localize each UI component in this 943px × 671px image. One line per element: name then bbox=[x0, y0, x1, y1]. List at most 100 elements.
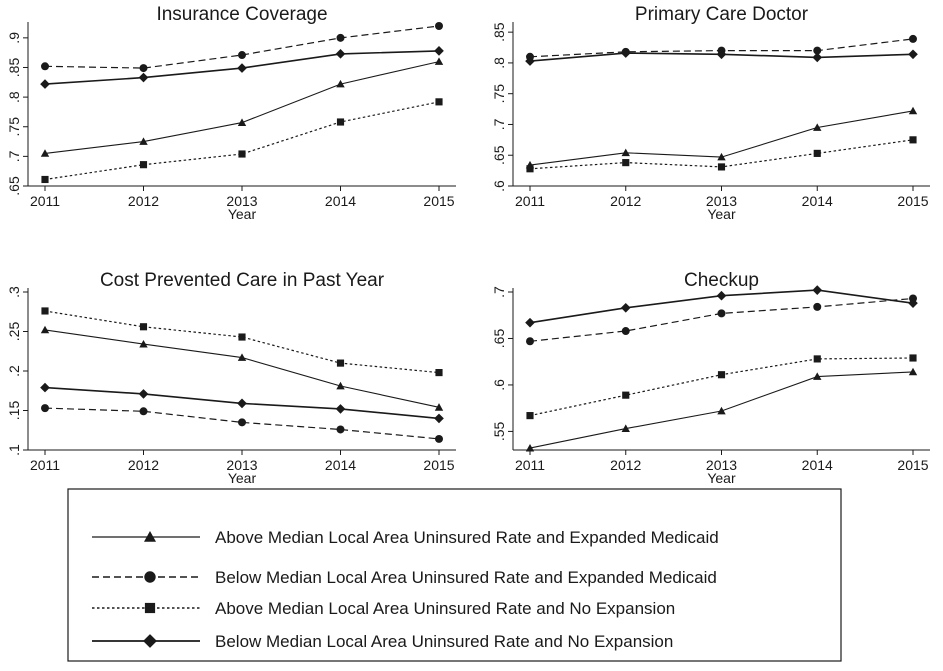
data-point-square bbox=[41, 175, 49, 184]
data-point-diamond bbox=[335, 404, 346, 414]
data-point-diamond bbox=[335, 49, 346, 59]
data-point-triangle bbox=[717, 152, 726, 161]
data-point-diamond bbox=[812, 285, 823, 295]
x-axis-label: Year bbox=[228, 470, 257, 486]
series-4 bbox=[525, 48, 918, 66]
data-point-diamond bbox=[237, 63, 247, 73]
y-tick-label: .6 bbox=[491, 180, 507, 192]
data-point-diamond bbox=[908, 298, 918, 308]
legend-item-4: Below Median Local Area Uninsured Rate a… bbox=[92, 632, 673, 651]
data-point-square bbox=[336, 359, 345, 367]
x-tick-label: 2011 bbox=[515, 457, 545, 473]
x-tick-label: 2014 bbox=[325, 457, 356, 473]
data-point-circle bbox=[139, 407, 148, 416]
data-point-diamond bbox=[620, 48, 631, 58]
data-point-square bbox=[238, 150, 246, 158]
data-point-circle bbox=[526, 337, 534, 346]
data-point-circle bbox=[717, 309, 726, 318]
y-tick-label: .3 bbox=[6, 286, 22, 298]
data-point-circle bbox=[909, 34, 917, 43]
series-3 bbox=[526, 354, 917, 420]
x-tick-label: 2014 bbox=[802, 457, 833, 473]
y-tick-label: .6 bbox=[491, 379, 507, 391]
y-tick-label: .85 bbox=[6, 58, 22, 78]
data-point-triangle bbox=[336, 381, 345, 390]
data-point-triangle bbox=[813, 123, 822, 131]
series-3 bbox=[526, 136, 917, 173]
y-tick-label: .8 bbox=[6, 91, 22, 103]
data-point-square bbox=[435, 369, 443, 377]
data-point-diamond bbox=[434, 413, 444, 424]
data-point-triangle bbox=[40, 149, 50, 157]
data-point-square bbox=[435, 98, 443, 106]
data-point-triangle bbox=[237, 353, 247, 361]
y-tick-label: .8 bbox=[491, 57, 507, 69]
series-line bbox=[44, 310, 440, 374]
panel-title: Primary Care Doctor bbox=[635, 4, 809, 25]
data-point-triangle bbox=[525, 443, 535, 452]
data-point-square bbox=[622, 159, 630, 167]
y-tick-label: .7 bbox=[6, 150, 22, 162]
series-3 bbox=[41, 307, 443, 377]
panel-1: Insurance Coverage .65 .7 .75 .8 .85 .9 2011 201… bbox=[6, 4, 456, 222]
series-2 bbox=[41, 22, 443, 73]
x-axis-label: Year bbox=[707, 206, 736, 222]
panel-4: Checkup .55 .6 .65 .7 2011 2012 2013 2014 2015 Yea… bbox=[491, 270, 930, 486]
y-tick-label: .85 bbox=[491, 22, 507, 42]
series-2 bbox=[41, 404, 443, 443]
x-tick-label: 2011 bbox=[515, 193, 545, 209]
x-tick-label: 2012 bbox=[128, 193, 159, 209]
y-tick-label: .65 bbox=[491, 145, 507, 165]
series-line bbox=[44, 101, 440, 181]
data-point-square bbox=[139, 323, 148, 331]
data-point-triangle bbox=[621, 424, 630, 432]
data-point-diamond bbox=[434, 46, 444, 56]
data-point-diamond bbox=[716, 49, 727, 60]
legend-item-1: Above Median Local Area Uninsured Rate a… bbox=[92, 528, 719, 547]
x-tick-label: 2013 bbox=[226, 457, 257, 473]
data-point-square bbox=[526, 412, 534, 420]
legend-frame bbox=[67, 488, 842, 662]
data-point-diamond bbox=[138, 72, 149, 83]
data-point-square bbox=[909, 136, 917, 144]
series-4 bbox=[40, 46, 444, 89]
x-tick-label: 2013 bbox=[706, 193, 737, 209]
series-2 bbox=[526, 294, 917, 346]
data-point-diamond bbox=[716, 290, 727, 301]
x-tick-label: 2011 bbox=[30, 193, 60, 209]
y-tick-label: .25 bbox=[6, 322, 22, 342]
data-point-diamond bbox=[237, 398, 247, 409]
data-point-circle bbox=[813, 302, 822, 311]
y-tick-label: .9 bbox=[6, 32, 22, 44]
series-line bbox=[44, 61, 440, 154]
y-tick-label: .75 bbox=[6, 117, 22, 137]
data-point-triangle bbox=[139, 137, 148, 145]
legend-item-2: Below Median Local Area Uninsured Rate a… bbox=[92, 568, 717, 587]
y-tick-label: .65 bbox=[491, 329, 507, 349]
panel-title: Cost Prevented Care in Past Year bbox=[100, 270, 385, 291]
data-point-diamond bbox=[812, 52, 823, 63]
data-point-triangle bbox=[237, 118, 247, 126]
data-point-circle bbox=[238, 418, 246, 427]
data-point-diamond bbox=[138, 389, 149, 399]
x-tick-label: 2012 bbox=[128, 457, 159, 473]
data-point-triangle bbox=[908, 367, 918, 376]
data-point-circle bbox=[336, 33, 345, 42]
data-point-diamond bbox=[40, 382, 50, 393]
data-point-square bbox=[336, 118, 345, 126]
legend-marker-circle bbox=[144, 571, 156, 583]
data-point-circle bbox=[41, 404, 49, 413]
panel-title: Checkup bbox=[684, 270, 759, 291]
data-point-triangle bbox=[434, 57, 444, 65]
data-point-triangle bbox=[813, 372, 822, 380]
y-tick-label: .65 bbox=[6, 176, 22, 196]
y-tick-label: .2 bbox=[6, 365, 22, 377]
data-point-square bbox=[717, 371, 726, 379]
series-4 bbox=[40, 382, 444, 424]
x-axis-label: Year bbox=[707, 470, 736, 486]
data-point-square bbox=[813, 149, 821, 157]
x-tick-label: 2015 bbox=[423, 457, 454, 473]
panel-2: Primary Care Doctor .6 .65 .7 .75 .8 .85 2011 20… bbox=[491, 4, 930, 222]
series-1 bbox=[525, 106, 918, 169]
x-axis-label: Year bbox=[228, 206, 257, 222]
